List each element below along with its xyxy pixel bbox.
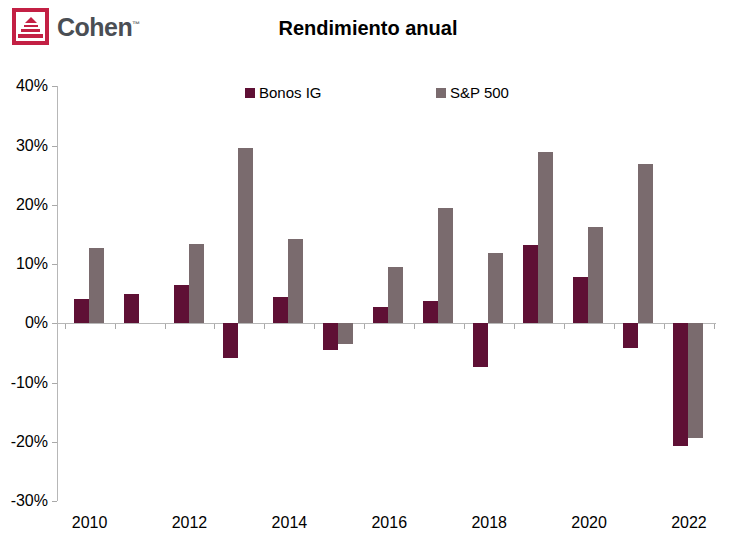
x-tick-label: 2016: [357, 514, 421, 532]
chart-window: Cohen™ Rendimiento anual Bonos IG S&P 50…: [0, 0, 730, 552]
bar-bonos-ig-2022: [673, 323, 688, 445]
y-tick-label: 20%: [0, 196, 48, 214]
x-axis-tick: [514, 324, 515, 329]
bar-sp500-2022: [688, 323, 703, 438]
bar-sp500-2016: [388, 267, 403, 323]
x-tick-label: 2022: [657, 514, 721, 532]
y-axis-tick: [52, 442, 57, 443]
x-axis-tick: [564, 324, 565, 329]
legend-swatch-sp500: [436, 88, 446, 98]
bar-bonos-ig-2020: [573, 277, 588, 324]
legend-label: Bonos IG: [259, 84, 322, 101]
bar-sp500-2019: [538, 152, 553, 323]
x-axis-line: [57, 323, 716, 324]
y-axis-tick: [52, 146, 57, 147]
x-axis-tick: [314, 324, 315, 329]
x-axis-tick: [464, 324, 465, 329]
bar-bonos-ig-2016: [373, 307, 388, 324]
x-tick-label: 2020: [557, 514, 621, 532]
y-tick-label: 0%: [0, 314, 48, 332]
x-axis-tick: [214, 324, 215, 329]
x-axis-tick: [714, 324, 715, 329]
bar-bonos-ig-2010: [74, 299, 89, 323]
bar-bonos-ig-2018: [473, 323, 488, 366]
x-tick-label: 2010: [58, 514, 122, 532]
y-axis-tick: [52, 205, 57, 206]
x-axis-tick: [414, 324, 415, 329]
bar-bonos-ig-2015: [323, 323, 338, 350]
y-tick-label: 10%: [0, 255, 48, 273]
x-axis-tick: [614, 324, 615, 329]
y-tick-label: -30%: [0, 492, 48, 510]
y-tick-label: -20%: [0, 433, 48, 451]
bar-sp500-2014: [288, 239, 303, 324]
x-tick-label: 2014: [257, 514, 321, 532]
x-axis-tick: [65, 324, 66, 329]
x-axis-tick: [264, 324, 265, 329]
legend-item-sp500: S&P 500: [436, 84, 509, 101]
x-axis-tick: [165, 324, 166, 329]
y-tick-label: 40%: [0, 77, 48, 95]
legend-swatch-bonos-ig: [245, 88, 255, 98]
y-axis-tick: [52, 383, 57, 384]
bar-bonos-ig-2013: [223, 323, 238, 357]
bar-sp500-2010: [89, 248, 104, 324]
bar-bonos-ig-2014: [273, 297, 288, 324]
chart-title: Rendimiento anual: [0, 17, 730, 40]
bar-bonos-ig-2012: [174, 285, 189, 324]
y-tick-label: -10%: [0, 374, 48, 392]
y-axis-line: [57, 86, 58, 501]
y-axis-tick: [52, 86, 57, 87]
x-tick-label: 2018: [457, 514, 521, 532]
x-axis-tick: [364, 324, 365, 329]
bar-sp500-2017: [438, 208, 453, 323]
bar-bonos-ig-2021: [623, 323, 638, 348]
x-axis-tick: [664, 324, 665, 329]
bar-bonos-ig-2019: [523, 245, 538, 324]
y-axis-tick: [52, 264, 57, 265]
bar-bonos-ig-2017: [423, 301, 438, 323]
bar-bonos-ig-2011: [124, 294, 139, 323]
bar-sp500-2013: [238, 148, 253, 323]
y-tick-label: 30%: [0, 137, 48, 155]
bar-sp500-2015: [338, 323, 353, 343]
y-axis-tick: [52, 501, 57, 502]
bar-sp500-2018: [488, 253, 503, 324]
x-axis-tick: [115, 324, 116, 329]
legend-item-bonos-ig: Bonos IG: [245, 84, 322, 101]
bar-sp500-2021: [638, 164, 653, 323]
x-tick-label: 2012: [157, 514, 221, 532]
bar-sp500-2012: [189, 244, 204, 323]
bar-sp500-2020: [588, 227, 603, 324]
legend-label: S&P 500: [450, 84, 509, 101]
